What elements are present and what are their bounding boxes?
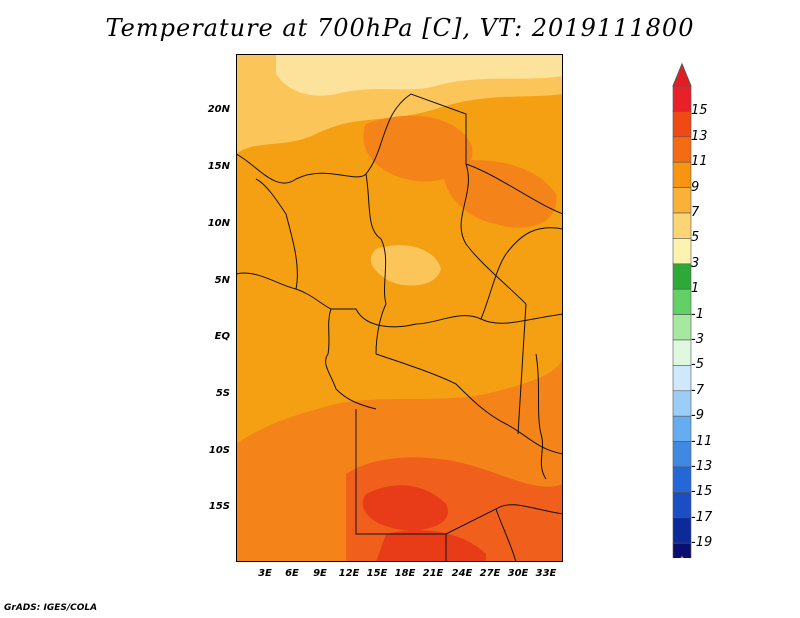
colorbar-swatch bbox=[672, 314, 692, 341]
colorbar-label: -3 bbox=[691, 332, 704, 347]
lat-label: 15S bbox=[208, 501, 230, 512]
colorbar-swatch bbox=[672, 238, 692, 265]
colorbar-label: -17 bbox=[691, 509, 713, 525]
colorbar-label: -9 bbox=[691, 408, 704, 424]
colorbar-label: 5 bbox=[691, 230, 700, 246]
lon-label: 9E bbox=[313, 568, 327, 579]
lat-label: EQ bbox=[214, 331, 230, 342]
colorbar-label: 13 bbox=[691, 128, 708, 144]
colorbar-swatch bbox=[672, 365, 692, 392]
colorbar bbox=[672, 62, 692, 558]
colorbar-label: 11 bbox=[691, 154, 708, 170]
colorbar-swatch bbox=[672, 187, 692, 214]
field-15-south bbox=[362, 485, 448, 531]
colorbar-swatch bbox=[672, 466, 692, 493]
colorbar-label: -5 bbox=[691, 357, 704, 373]
lon-label: 12E bbox=[338, 568, 360, 579]
colorbar-max-cap bbox=[672, 62, 692, 87]
colorbar-swatch bbox=[672, 288, 692, 315]
colorbar-swatch bbox=[672, 542, 692, 558]
colorbar-label: 3 bbox=[691, 255, 700, 271]
colorbar-swatch bbox=[672, 111, 692, 138]
lon-label: 18E bbox=[394, 568, 416, 579]
colorbar-label: 1 bbox=[691, 281, 700, 297]
field-3-5-north bbox=[276, 54, 563, 96]
colorbar-swatch bbox=[672, 85, 692, 112]
colorbar-label: -19 bbox=[691, 535, 713, 551]
colorbar-swatch bbox=[672, 441, 692, 468]
lat-label: 5N bbox=[214, 275, 230, 286]
colorbar-swatch bbox=[672, 161, 692, 188]
colorbar-swatch bbox=[672, 136, 692, 163]
colorbar-swatch bbox=[672, 517, 692, 544]
borders bbox=[236, 93, 563, 562]
lon-label: 15E bbox=[366, 568, 388, 579]
colorbar-label: -11 bbox=[691, 433, 713, 449]
colorbar-swatch bbox=[672, 415, 692, 442]
lat-label: 10N bbox=[207, 218, 230, 229]
colorbar-swatch bbox=[672, 390, 692, 417]
lon-label: 33E bbox=[535, 568, 557, 579]
field-11-13-central bbox=[363, 115, 473, 182]
colorbar-label: -15 bbox=[691, 484, 713, 500]
lon-label: 24E bbox=[451, 568, 473, 579]
lon-label: 27E bbox=[479, 568, 501, 579]
map-title: Temperature at 700hPa [C], VT: 201911180… bbox=[105, 14, 695, 42]
lat-label: 15N bbox=[207, 161, 230, 172]
colorbar-swatch bbox=[672, 339, 692, 366]
lon-label: 30E bbox=[507, 568, 529, 579]
colorbar-label: 7 bbox=[691, 205, 700, 220]
colorbar-swatch bbox=[672, 492, 692, 519]
colorbar-label: 15 bbox=[691, 103, 708, 119]
lon-label: 21E bbox=[422, 568, 444, 579]
colorbar-label: -1 bbox=[691, 306, 704, 322]
credit-text: GrADS: IGES/COLA bbox=[4, 603, 98, 613]
lon-label: 6E bbox=[285, 568, 299, 579]
colorbar-label: -7 bbox=[691, 382, 704, 398]
lon-label: 3E bbox=[258, 568, 272, 579]
field-15-south-2 bbox=[376, 530, 486, 562]
field-11-13-east bbox=[444, 160, 557, 228]
colorbar-swatch bbox=[672, 212, 692, 239]
field-7-9-central bbox=[370, 245, 441, 286]
lat-label: 20N bbox=[207, 104, 230, 115]
lat-label: 5S bbox=[215, 388, 230, 399]
colorbar-min-cap bbox=[679, 555, 685, 558]
colorbar-swatch bbox=[672, 263, 692, 290]
lat-label: 10S bbox=[208, 445, 230, 456]
temperature-map bbox=[236, 54, 563, 562]
colorbar-label: 9 bbox=[691, 179, 700, 195]
colorbar-label: -13 bbox=[691, 459, 713, 474]
